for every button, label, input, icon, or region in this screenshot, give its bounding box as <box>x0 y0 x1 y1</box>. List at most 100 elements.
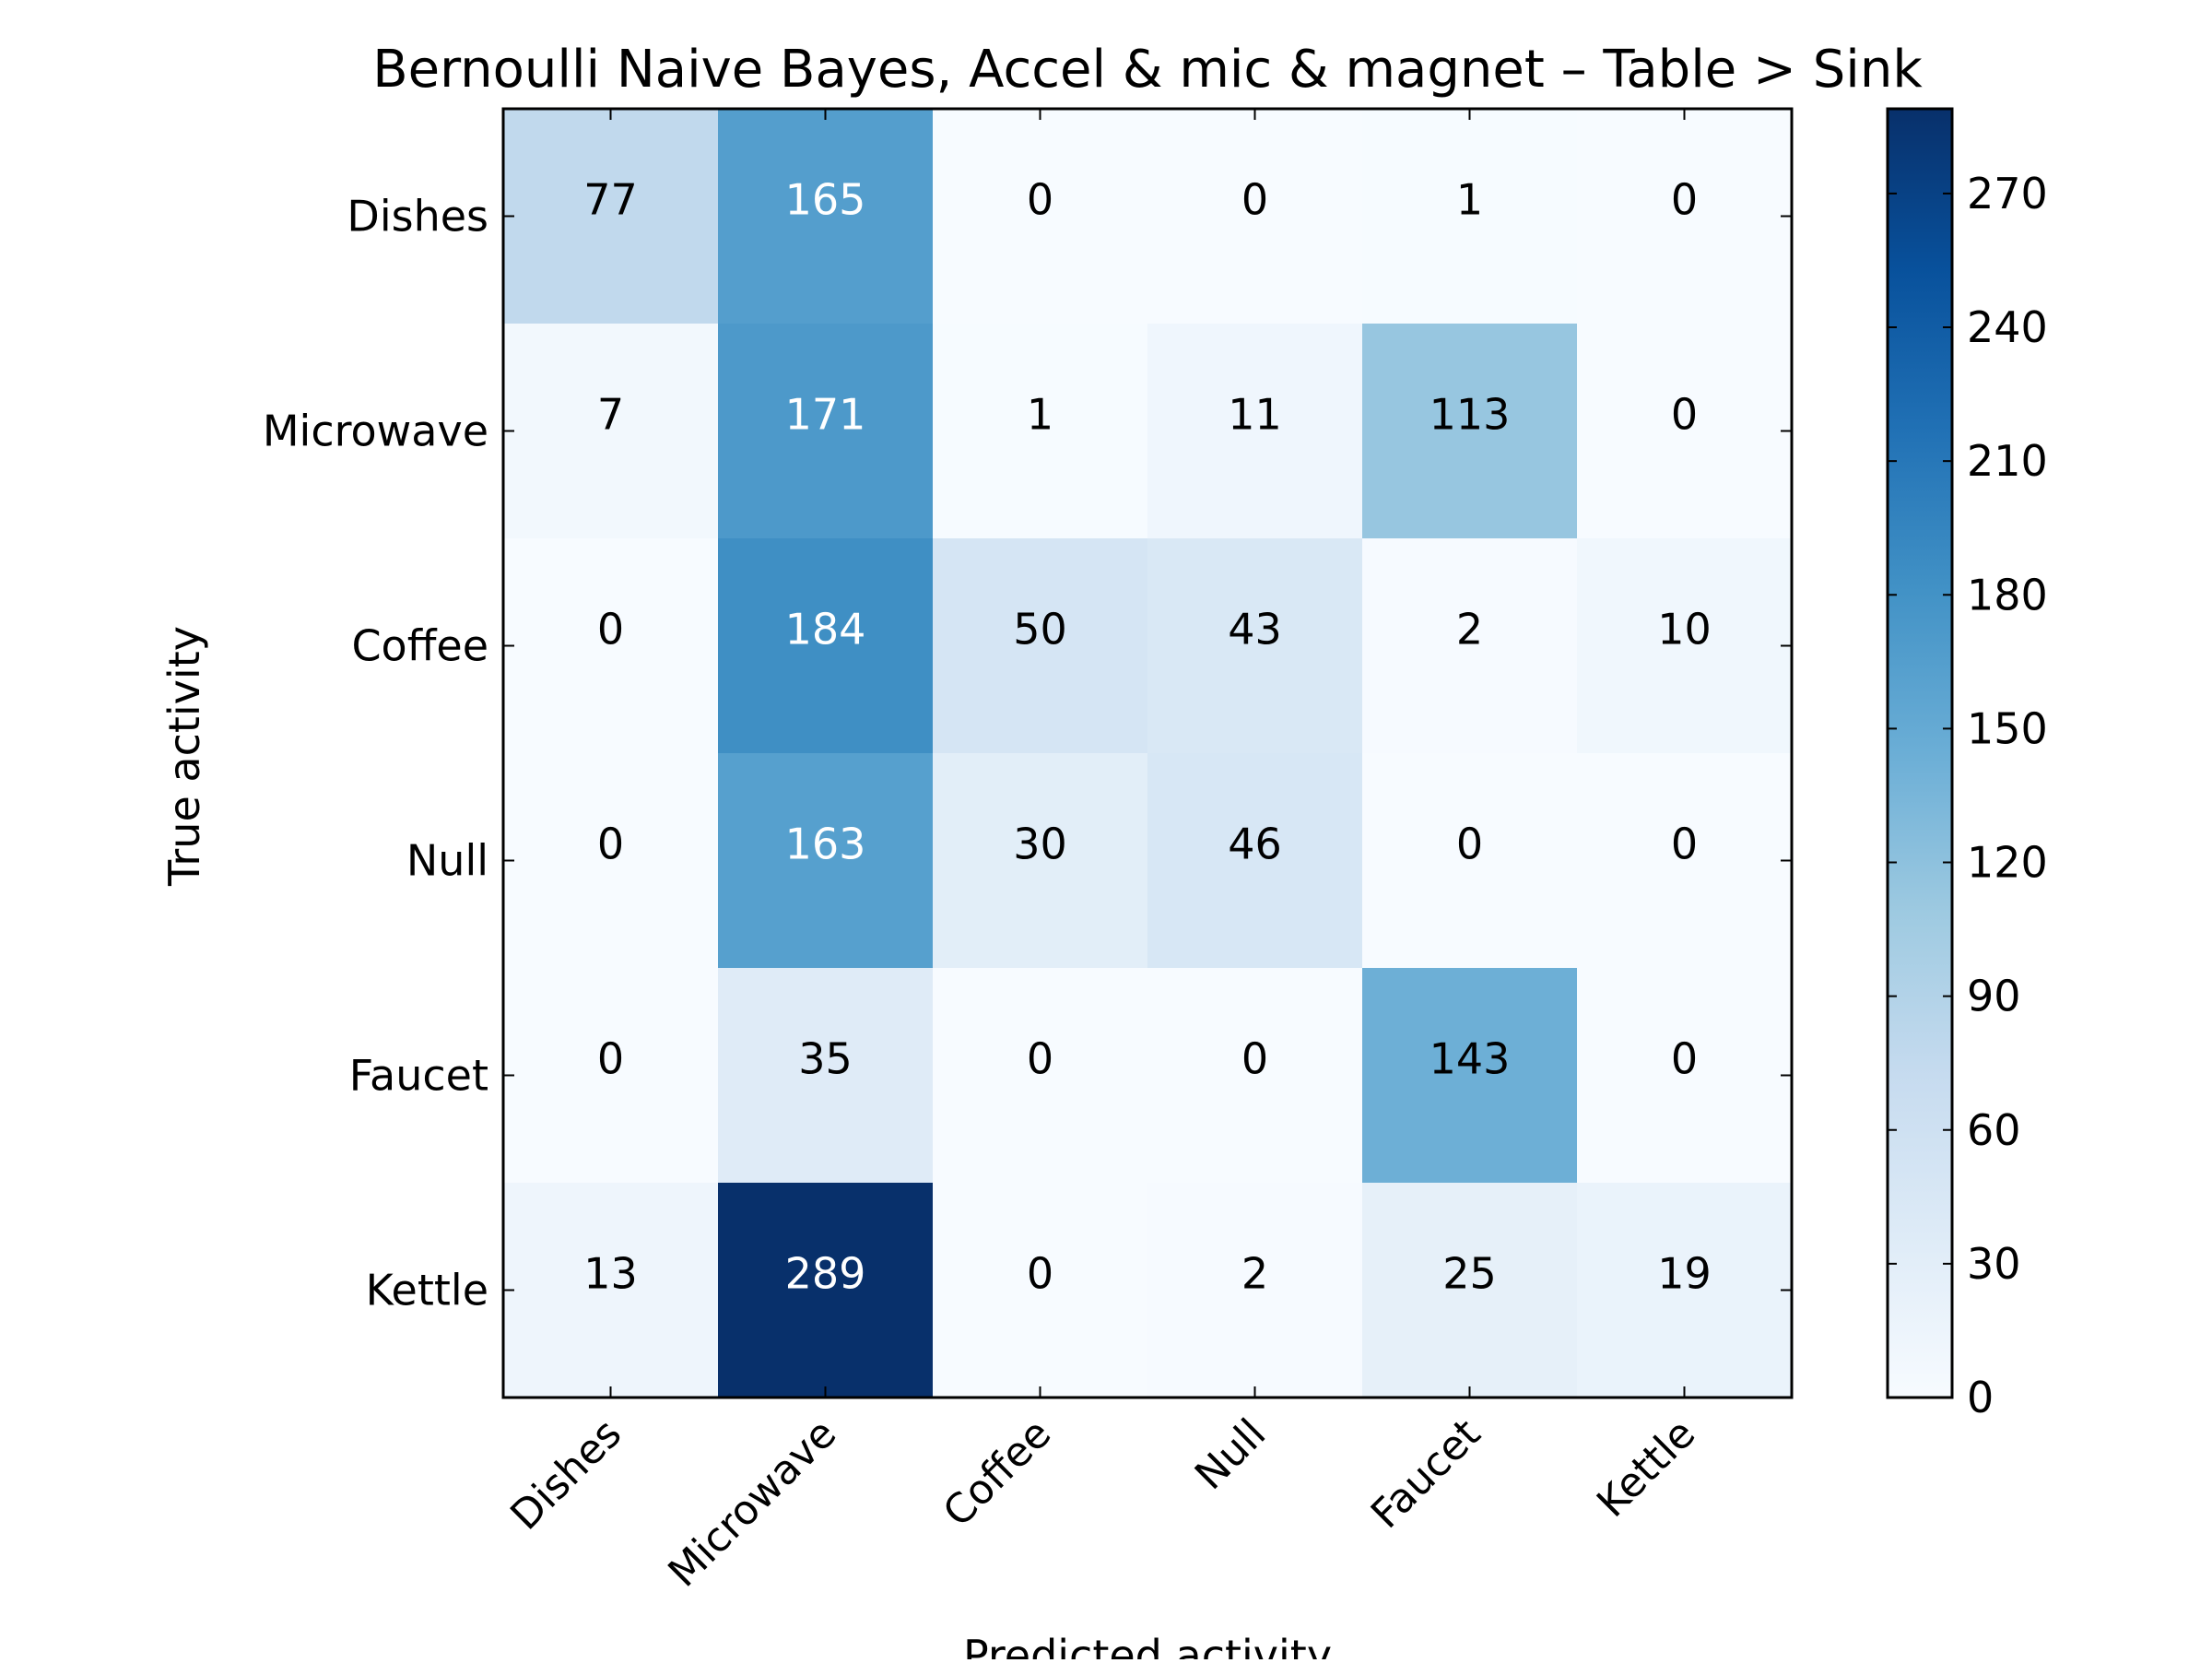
cell-value-label: 0 <box>1671 1034 1698 1084</box>
heatmap-cell <box>1577 324 1793 539</box>
heatmap-cell <box>1147 968 1363 1184</box>
heatmap-cell <box>503 1183 719 1398</box>
heatmap-cell <box>718 968 934 1184</box>
colorbar-tick-label: 90 <box>1967 972 2021 1021</box>
cell-value-label: 35 <box>798 1034 853 1084</box>
cell-value-label: 0 <box>1671 820 1698 869</box>
cell-value-label: 113 <box>1430 390 1511 440</box>
cell-value-label: 143 <box>1430 1034 1511 1084</box>
cell-value-label: 0 <box>1671 175 1698 225</box>
y-tick-label: Dishes <box>347 192 488 242</box>
heatmap-cell <box>503 538 719 754</box>
x-tick-label: Faucet <box>1362 1410 1489 1538</box>
heatmap-cell <box>503 109 719 324</box>
heatmap-cell <box>933 1183 1148 1398</box>
heatmap-cell <box>718 753 934 969</box>
y-tick-label: Coffee <box>351 621 488 671</box>
cell-value-label: 0 <box>597 820 624 869</box>
cell-value-label: 10 <box>1657 605 1712 655</box>
colorbar-tick-label: 150 <box>1967 703 2048 753</box>
colorbar-tick-label: 210 <box>1967 436 2048 486</box>
cell-value-label: 171 <box>785 390 866 440</box>
heatmap-cell <box>1362 1183 1578 1398</box>
cell-value-label: 7 <box>597 390 624 440</box>
heatmap-cell <box>1147 324 1363 539</box>
cell-value-label: 163 <box>785 820 866 869</box>
heatmap-cell <box>1577 538 1793 754</box>
heatmap-cell <box>1362 324 1578 539</box>
colorbar-tick-label: 30 <box>1967 1239 2021 1289</box>
heatmap-cell <box>1147 1183 1363 1398</box>
colorbar-gradient <box>1888 109 1952 1398</box>
heatmap-cell <box>718 538 934 754</box>
cell-value-label: 0 <box>1456 820 1483 869</box>
cell-value-label: 46 <box>1228 820 1282 869</box>
cell-value-label: 289 <box>785 1249 866 1299</box>
colorbar-tick-label: 270 <box>1967 169 2048 218</box>
heatmap-cell <box>1577 968 1793 1184</box>
heatmap-cell <box>1362 753 1578 969</box>
cell-value-label: 0 <box>597 1034 624 1084</box>
colorbar-tick-label: 60 <box>1967 1105 2021 1155</box>
colorbar-frame <box>1886 107 1954 1399</box>
cell-value-label: 30 <box>1013 820 1067 869</box>
heatmap-cell <box>718 109 934 324</box>
heatmap-cell <box>933 968 1148 1184</box>
heatmap-cell <box>1147 538 1363 754</box>
x-axis-label: Predicted activity <box>963 1631 1332 1659</box>
heatmap-cell <box>1362 538 1578 754</box>
cell-value-label: 25 <box>1442 1249 1497 1299</box>
y-axis-label: True activity <box>159 626 209 887</box>
heatmap-cell <box>503 968 719 1184</box>
cell-value-label: 50 <box>1013 605 1067 655</box>
y-axis-ticks: Dishes Microwave Coffee Null Faucet Kettle <box>263 192 1792 1315</box>
colorbar-tick-label: 120 <box>1967 838 2048 888</box>
cell-value-label: 184 <box>785 605 866 655</box>
heatmap-cell <box>933 109 1148 324</box>
cell-value-label: 19 <box>1657 1249 1712 1299</box>
cell-value-label: 11 <box>1228 390 1282 440</box>
x-tick-label: Null <box>1186 1410 1275 1499</box>
y-tick-label: Faucet <box>349 1051 488 1101</box>
cell-value-label: 1 <box>1027 390 1053 440</box>
y-tick-label: Microwave <box>263 407 488 456</box>
heatmap-cell <box>933 753 1148 969</box>
heatmap-cell <box>933 538 1148 754</box>
colorbar-tick-label: 180 <box>1967 570 2048 619</box>
x-tick-label: Coffee <box>935 1410 1061 1537</box>
cell-value-label: 0 <box>1241 175 1268 225</box>
heatmap-cell <box>718 324 934 539</box>
heatmap-cell <box>718 1183 934 1398</box>
colorbar-tick-label: 0 <box>1967 1373 1994 1422</box>
cell-value-label: 1 <box>1456 175 1483 225</box>
heatmap-cell <box>1147 109 1363 324</box>
cell-value-label: 165 <box>785 175 866 225</box>
cell-value-label: 2 <box>1241 1249 1268 1299</box>
heatmap-cell <box>1362 109 1578 324</box>
heatmap-cell <box>1577 1183 1793 1398</box>
cell-value-label: 0 <box>1027 175 1053 225</box>
heatmap-cell <box>1577 753 1793 969</box>
colorbar: 0 30 60 90 120 150 180 210 240 270 <box>1886 107 2048 1422</box>
cell-value-label: 43 <box>1228 605 1282 655</box>
cell-value-label: 0 <box>1027 1249 1053 1299</box>
x-tick-label: Kettle <box>1588 1410 1704 1527</box>
chart-title: Bernoulli Naive Bayes, Accel & mic & mag… <box>372 40 1923 100</box>
y-tick-label: Null <box>406 836 488 886</box>
x-tick-label: Dishes <box>501 1410 630 1539</box>
heatmap-cell <box>1147 753 1363 969</box>
cell-value-label: 0 <box>1241 1034 1268 1084</box>
cell-value-labels: 77 165 0 0 1 07 171 1 11 113 00 184 50 43 2 100 163 30 46 0… <box>583 175 1712 1299</box>
cell-value-label: 0 <box>1671 390 1698 440</box>
cell-value-label: 2 <box>1456 605 1483 655</box>
cell-value-label: 0 <box>1027 1034 1053 1084</box>
plot-frame <box>501 107 1794 1399</box>
colorbar-tick-label: 240 <box>1967 302 2048 352</box>
cell-value-label: 77 <box>583 175 638 225</box>
heatmap-cell <box>933 324 1148 539</box>
y-tick-label: Kettle <box>366 1266 488 1315</box>
heatmap-cell <box>503 753 719 969</box>
x-tick-label: Microwave <box>659 1410 845 1597</box>
heatmap-cell <box>1362 968 1578 1184</box>
